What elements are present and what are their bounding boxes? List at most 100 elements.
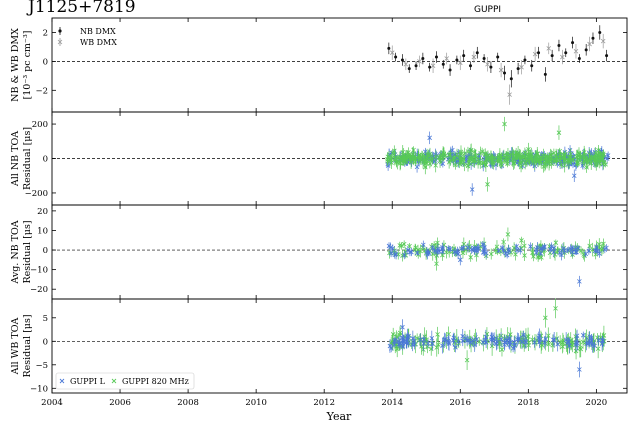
toa-point [470, 338, 476, 344]
y-axis-label-units: [10⁻³ pc cm⁻³] [22, 31, 33, 100]
toa-point [547, 157, 552, 163]
wb-dmx-point [389, 50, 395, 55]
toa-point [568, 246, 573, 251]
toa-point [445, 338, 451, 344]
nb-dmx-point [509, 77, 513, 81]
toa-point [430, 251, 436, 257]
toa-point [521, 332, 526, 338]
toa-outlier-point [427, 135, 432, 141]
toa-point [423, 157, 429, 163]
wb-dmx-point [573, 48, 579, 54]
toa-outlier-point [458, 257, 463, 263]
nb-dmx-point [475, 51, 479, 55]
nb-dmx-point [441, 62, 445, 66]
toa-point [442, 337, 447, 342]
toa-point [548, 152, 554, 158]
toa-point [490, 155, 496, 161]
toa-point [578, 346, 584, 352]
toa-point [399, 243, 404, 249]
toa-outlier-point [505, 232, 511, 237]
toa-point [469, 247, 474, 253]
toa-point [468, 147, 474, 153]
toa-point [460, 333, 466, 339]
toa-point [506, 248, 512, 254]
toa-point [541, 153, 546, 158]
toa-point [485, 153, 491, 158]
toa-point [539, 255, 544, 260]
toa-point [535, 151, 540, 156]
toa-point [553, 240, 559, 245]
toa-point [420, 152, 425, 158]
toa-point [567, 148, 573, 153]
backend-label: GUPPI [474, 5, 501, 15]
toa-point [390, 332, 396, 337]
y-tick-label: −10 [30, 384, 48, 394]
toa-point [549, 244, 554, 249]
toa-point [488, 251, 494, 257]
toa-point [522, 161, 528, 166]
toa-point [438, 154, 443, 160]
toa-point [417, 337, 423, 343]
toa-point [528, 244, 533, 249]
toa-point [605, 153, 611, 158]
y-tick-label: 200 [32, 120, 48, 130]
toa-point [494, 158, 500, 164]
series-guppi-l [387, 319, 606, 378]
toa-point [459, 246, 464, 252]
nb-dmx-point [523, 58, 527, 62]
toa-point [478, 150, 483, 156]
legend: NB DMX WB DMX [57, 27, 117, 47]
toa-point [458, 156, 464, 162]
toa-point [421, 242, 426, 248]
toa-point [499, 162, 505, 167]
nb-dmx-point [421, 56, 425, 60]
panel-2: 200 0 −200 All NB TOA Residual [μs] [10, 111, 628, 206]
toa-outlier-point [556, 130, 562, 135]
toa-point [604, 245, 609, 251]
toa-point [510, 346, 516, 351]
toa-point [483, 334, 489, 340]
toa-point [560, 344, 565, 349]
toa-point [504, 252, 510, 258]
toa-point [588, 161, 594, 166]
toa-point [514, 244, 519, 249]
toa-point [582, 158, 587, 163]
toa-outlier-point [464, 357, 470, 363]
legend-marker-guppi-l [59, 378, 65, 384]
x-tick-label: 2018 [518, 398, 540, 408]
toa-point [561, 152, 567, 158]
toa-point [499, 155, 505, 161]
toa-point [533, 247, 539, 252]
toa-point [440, 244, 445, 250]
toa-point [427, 161, 433, 166]
toa-point [386, 243, 392, 249]
nb-dmx-point [598, 30, 602, 34]
nb-dmx-point [550, 54, 554, 58]
toa-point [462, 150, 467, 156]
toa-point [412, 247, 418, 253]
toa-point [557, 250, 563, 256]
y-axis-label-units: Residual [μs] [22, 314, 33, 377]
nb-dmx-point [496, 55, 500, 59]
toa-point [472, 248, 477, 253]
toa-point [604, 156, 610, 161]
toa-point [405, 340, 411, 346]
toa-point [567, 155, 573, 160]
x-tick-label: 2008 [177, 398, 199, 408]
wb-dmx-point [560, 54, 565, 60]
toa-point [538, 246, 544, 252]
toa-point [465, 245, 471, 250]
toa-point [542, 244, 547, 249]
toa-point [557, 155, 563, 160]
toa-point [454, 152, 460, 157]
toa-point [451, 156, 457, 162]
toa-point [430, 245, 435, 250]
nb-dmx-point [462, 54, 466, 58]
toa-point [570, 245, 576, 250]
wb-dmx-point [587, 41, 592, 47]
series-guppi-820 [388, 298, 607, 370]
toa-point [507, 332, 513, 337]
toa-point [437, 158, 443, 164]
toa-point [505, 151, 511, 156]
